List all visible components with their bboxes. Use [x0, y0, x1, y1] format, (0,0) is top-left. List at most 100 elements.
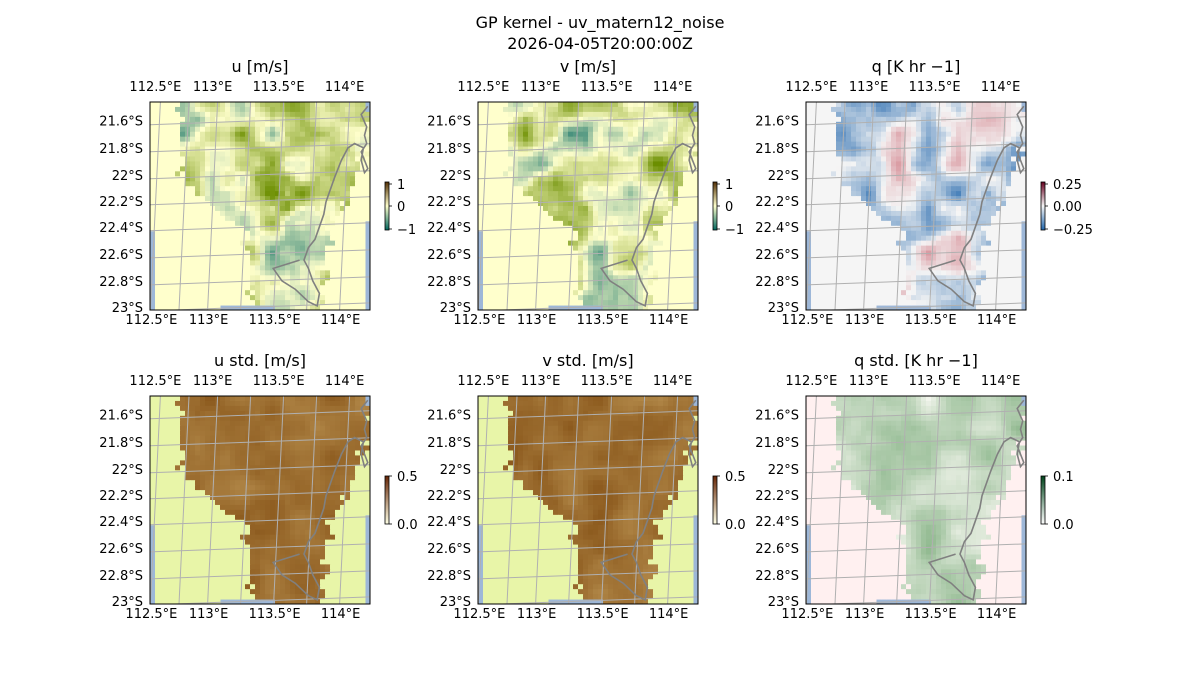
field-cell [588, 111, 594, 118]
field-cell [285, 176, 291, 182]
field-cell [608, 186, 614, 192]
field-cell [240, 151, 246, 157]
field-cell [255, 151, 261, 157]
field-cell [846, 146, 852, 153]
field-cell [330, 156, 336, 162]
field-cell [613, 146, 619, 153]
field-cell [265, 181, 271, 187]
field-cell [340, 206, 346, 212]
field-cell [896, 136, 902, 143]
field-cell [638, 250, 644, 257]
field-cell [663, 201, 669, 207]
field-cell [215, 220, 221, 227]
field-cell [528, 240, 534, 247]
field-cell [598, 300, 604, 306]
field-cell [856, 196, 862, 202]
field-cell [205, 116, 211, 123]
field-cell [613, 102, 619, 108]
field-cell [290, 141, 296, 148]
field-cell [991, 161, 997, 167]
field-cell [966, 131, 972, 138]
field-cell [553, 111, 559, 118]
field-cell [255, 255, 261, 261]
field-cell [663, 181, 669, 187]
field-cell [478, 171, 484, 177]
field-cell [906, 230, 912, 237]
field-cell [245, 111, 251, 118]
field-cell [215, 275, 221, 281]
field-cell [210, 275, 216, 281]
field-cell [573, 285, 579, 291]
field-cell [866, 126, 872, 133]
field-cell [568, 275, 574, 281]
field-cell [553, 270, 559, 276]
field-cell [290, 166, 296, 172]
field-cells [478, 102, 698, 310]
field-cell [593, 290, 599, 296]
field-cell [548, 161, 554, 167]
field-cell [295, 136, 301, 143]
field-cell [598, 255, 604, 261]
field-cell [861, 171, 867, 177]
field-cell [483, 225, 489, 232]
field-cell [851, 116, 857, 123]
field-cell [330, 141, 336, 148]
field-cell [150, 181, 156, 187]
field-cell [668, 215, 674, 222]
field-cell [160, 255, 166, 261]
field-cell [653, 305, 659, 310]
field-cell [360, 111, 366, 118]
field-cell [513, 220, 519, 227]
field-cell [593, 156, 599, 162]
field-cell [911, 210, 917, 217]
field-cell [350, 270, 356, 276]
field-cell [528, 201, 534, 207]
field-cell [931, 176, 937, 182]
field-cell [175, 210, 181, 217]
field-cell [478, 181, 484, 187]
field-cell [986, 126, 992, 133]
field-cell [891, 121, 897, 128]
field-cell [558, 220, 564, 227]
field-cell [280, 295, 286, 301]
field-cell [623, 206, 629, 212]
figure-timestamp: 2026-04-05T20:00:00Z [507, 34, 693, 53]
field-cell [668, 210, 674, 217]
field-cell [488, 161, 494, 167]
field-cell [583, 270, 589, 276]
field-cell [961, 206, 967, 212]
field-cell [280, 260, 286, 266]
field-cell [648, 151, 654, 157]
field-cell [160, 191, 166, 197]
field-cell [966, 210, 972, 217]
field-cell [310, 201, 316, 207]
field-cell [335, 245, 341, 252]
field-cell [265, 206, 271, 212]
field-cell [225, 210, 231, 217]
field-cell [330, 186, 336, 192]
field-cell [315, 295, 321, 301]
graticule [150, 102, 370, 310]
field-cell [648, 300, 654, 306]
field-cell [225, 116, 231, 123]
field-cell [663, 102, 669, 108]
field-cell [160, 295, 166, 301]
field-cell [638, 210, 644, 217]
field-cell [896, 156, 902, 162]
field-cell [1011, 191, 1017, 197]
field-cell [310, 126, 316, 133]
field-cell [926, 210, 932, 217]
field-cell [315, 126, 321, 133]
field-cell [513, 255, 519, 261]
field-cell [483, 245, 489, 252]
field-cell [150, 196, 156, 202]
field-cell [225, 250, 231, 257]
field-cell [598, 215, 604, 222]
field-cell [300, 181, 306, 187]
field-cell [806, 106, 812, 113]
field-cell [578, 106, 584, 113]
field-cell [971, 191, 977, 197]
field-cell [663, 230, 669, 237]
field-cell [841, 206, 847, 212]
field-cell [588, 255, 594, 261]
